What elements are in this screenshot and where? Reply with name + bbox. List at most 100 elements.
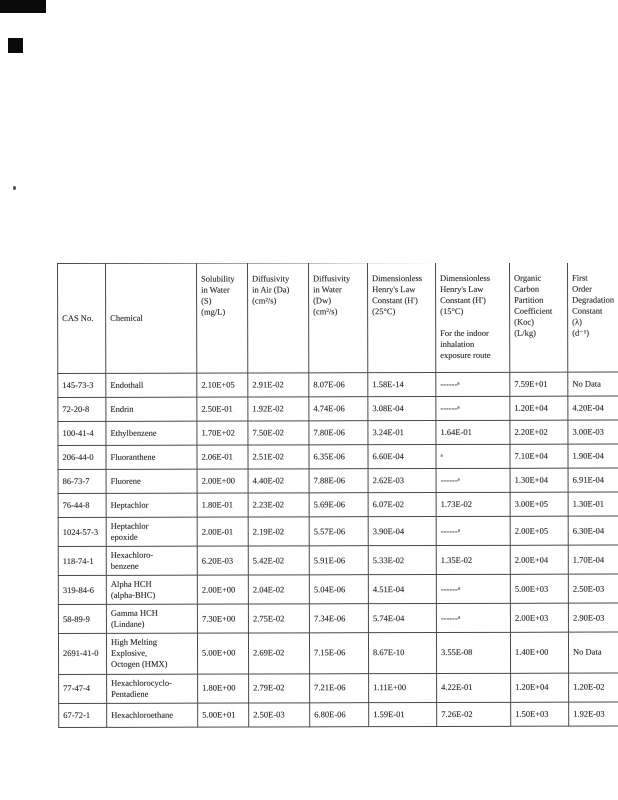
cell-solubility: 1.70E+02 bbox=[196, 421, 248, 446]
cell-diffusivity-water: 5.04E-06 bbox=[309, 574, 369, 605]
cell-koc: 2.00E+04 bbox=[510, 545, 569, 575]
cell-koc: 1.20E+04 bbox=[510, 672, 569, 702]
cell-diffusivity-air: 2.51E-02 bbox=[247, 444, 310, 470]
cell-chemical: Gamma HCH (Lindane) bbox=[106, 604, 198, 634]
cell-henry-25c: 6.07E-02 bbox=[368, 492, 437, 517]
cell-henry-15c: 1.35E-02 bbox=[436, 545, 511, 575]
cell-lambda: 1.70E-04 bbox=[568, 545, 618, 575]
cell-cas: 77-47-4 bbox=[58, 673, 107, 704]
header-cell-henry-15c: Dimensionless Henry's Law Constant (H') … bbox=[435, 263, 510, 373]
cell-diffusivity-water: 7.34E-06 bbox=[309, 603, 369, 634]
cell-koc: 5.00E+03 bbox=[510, 574, 569, 604]
table-row: 118-74-1 Hexachloro- benzene 6.20E-03 5.42E… bbox=[58, 545, 618, 576]
cell-koc: 1.30E+04 bbox=[510, 468, 569, 493]
cell-diffusivity-air: 2.91E-02 bbox=[247, 372, 309, 398]
cell-diffusivity-water: 7.15E-06 bbox=[309, 633, 369, 674]
cell-diffusivity-water: 6.35E-06 bbox=[308, 444, 369, 469]
cell-diffusivity-air: 5.42E-02 bbox=[248, 545, 310, 576]
table-row: 58-89-9 Gamma HCH (Lindane) 7.30E+00 2.75E-… bbox=[58, 603, 618, 634]
table-row: 77-47-4 Hexachlorocyclo- Pentadiene 1.80E+… bbox=[58, 672, 618, 704]
cell-koc: 1.50E+03 bbox=[510, 701, 569, 726]
cell-chemical: Heptachlor epoxide bbox=[106, 517, 198, 547]
cell-henry-15c: 7.26E-02 bbox=[436, 701, 511, 727]
cell-solubility: 2.00E-01 bbox=[197, 517, 249, 547]
cell-diffusivity-air: 2.50E-03 bbox=[248, 702, 310, 727]
cell-diffusivity-air: 2.69E-02 bbox=[248, 633, 310, 674]
cell-diffusivity-air: 2.23E-02 bbox=[248, 492, 310, 518]
cell-lambda: 2.90E-03 bbox=[568, 603, 618, 633]
cell-chemical: Hexachlorocyclo- Pentadiene bbox=[106, 673, 198, 703]
table-container: CAS No. Chemical Solubility in Water (S) (… bbox=[57, 263, 618, 728]
cell-henry-25c: 1.59E-01 bbox=[368, 702, 437, 727]
cell-diffusivity-air: 7.50E-02 bbox=[247, 420, 309, 446]
cell-henry-15c: ------ᵃ bbox=[436, 603, 511, 633]
cell-solubility: 2.00E+00 bbox=[197, 575, 249, 605]
cell-henry-25c: 5.33E-02 bbox=[368, 545, 437, 575]
cell-henry-25c: 1.58E-14 bbox=[367, 372, 436, 397]
header-cell-diffusivity-water: Diffusivity in Water (Dw) (cm²/s) bbox=[308, 263, 368, 373]
cell-cas: 67-72-1 bbox=[58, 702, 107, 728]
cell-koc: 1.20E+04 bbox=[509, 396, 568, 421]
cell-cas: 1024-57-3 bbox=[58, 517, 107, 547]
cell-diffusivity-air: 2.04E-02 bbox=[248, 575, 310, 605]
cell-henry-15c: 1.73E-02 bbox=[436, 492, 511, 517]
cell-lambda: 3.00E-03 bbox=[567, 419, 618, 445]
cell-chemical: Alpha HCH (alpha-BHC) bbox=[106, 575, 198, 605]
cell-chemical: Endothall bbox=[105, 373, 197, 398]
cell-diffusivity-water: 5.69E-06 bbox=[309, 492, 369, 517]
cell-henry-15c: 1.64E-01 bbox=[435, 420, 510, 445]
cell-lambda: 1.20E-02 bbox=[568, 672, 618, 702]
scan-artifact-bar bbox=[0, 0, 46, 13]
cell-koc: 7.59E+01 bbox=[509, 372, 568, 397]
cell-chemical: Fluoranthene bbox=[105, 445, 198, 470]
cell-lambda: 6.30E-04 bbox=[568, 515, 618, 546]
header-cell-cas: CAS No. bbox=[57, 263, 106, 374]
cell-lambda: No Data bbox=[568, 632, 618, 673]
scan-artifact-dot bbox=[13, 186, 16, 190]
cell-solubility: 7.30E+00 bbox=[197, 604, 249, 634]
cell-henry-15c: ------ᵃ bbox=[436, 468, 511, 493]
cell-diffusivity-air: 2.79E-02 bbox=[248, 673, 310, 703]
header-row: CAS No. Chemical Solubility in Water (S) (… bbox=[57, 263, 618, 374]
cell-diffusivity-water: 5.91E-06 bbox=[309, 545, 369, 576]
cell-chemical: Endrin bbox=[105, 397, 197, 422]
cell-cas: 206-44-0 bbox=[57, 445, 107, 470]
cell-diffusivity-water: 5.57E-06 bbox=[309, 516, 369, 546]
cell-cas: 145-73-3 bbox=[57, 373, 106, 398]
table-header: CAS No. Chemical Solubility in Water (S) (… bbox=[57, 263, 618, 374]
cell-solubility: 5.00E+00 bbox=[197, 633, 249, 674]
header-cell-lambda: First Order Degradation Constant (λ) (d⁻… bbox=[567, 263, 618, 373]
cell-cas: 58-89-9 bbox=[58, 604, 107, 634]
cell-chemical: Fluorene bbox=[106, 469, 198, 494]
cell-henry-25c: 2.62E-03 bbox=[368, 468, 437, 493]
cell-chemical: Ethylbenzene bbox=[105, 421, 197, 446]
cell-solubility: 2.50E-01 bbox=[196, 397, 248, 422]
cell-henry-15c: ᵃ bbox=[435, 444, 511, 469]
cell-diffusivity-air: 1.92E-02 bbox=[247, 396, 309, 422]
cell-henry-25c: 1.11E+00 bbox=[368, 673, 437, 703]
cell-diffusivity-water: 8.07E-06 bbox=[308, 372, 368, 397]
cell-lambda: 4.20E-04 bbox=[567, 395, 618, 421]
chemical-properties-table: CAS No. Chemical Solubility in Water (S) (… bbox=[57, 263, 618, 728]
cell-solubility: 2.00E+00 bbox=[197, 469, 249, 494]
header-cell-koc: Organic Carbon Partition Coefficient (Ko… bbox=[509, 263, 568, 373]
scan-artifact-square bbox=[8, 38, 23, 53]
cell-diffusivity-water: 7.80E-06 bbox=[308, 420, 368, 445]
table-body: 145-73-3 Endothall 2.10E+05 2.91E-02 8.07E-0… bbox=[57, 371, 618, 728]
cell-koc: 2.20E+02 bbox=[509, 420, 568, 445]
cell-lambda: 1.92E-03 bbox=[568, 701, 618, 726]
cell-diffusivity-water: 7.88E-06 bbox=[309, 468, 369, 493]
header-cell-henry-25c: Dimensionless Henry's Law Constant (H') … bbox=[367, 263, 436, 373]
cell-lambda: 2.50E-03 bbox=[568, 574, 618, 604]
cell-chemical: Hexachloro- benzene bbox=[106, 546, 198, 576]
cell-diffusivity-air: 2.75E-02 bbox=[248, 604, 310, 634]
table-row: 67-72-1 Hexachloroethane 5.00E+01 2.50E-03 6… bbox=[58, 701, 618, 728]
cell-henry-25c: 3.08E-04 bbox=[367, 396, 436, 421]
cell-diffusivity-water: 4.74E-06 bbox=[308, 396, 368, 421]
cell-henry-25c: 5.74E-04 bbox=[368, 603, 437, 634]
cell-koc: 1.40E+00 bbox=[510, 632, 569, 673]
cell-solubility: 5.00E+01 bbox=[197, 702, 249, 727]
cell-henry-15c: 4.22E-01 bbox=[436, 672, 511, 703]
cell-cas: 72-20-8 bbox=[57, 397, 106, 422]
